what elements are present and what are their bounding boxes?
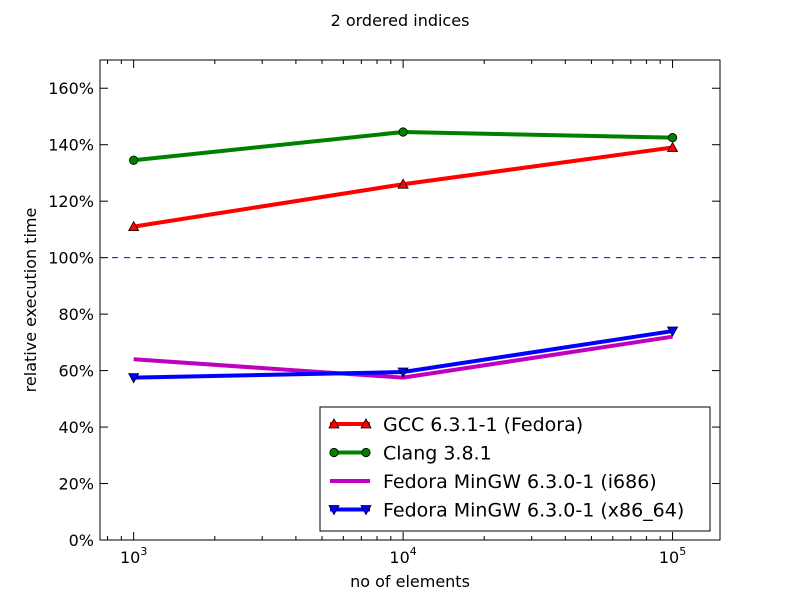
- axes-frame: [99, 59, 721, 541]
- y-tick-label: 120%: [48, 192, 94, 211]
- y-tick-label: 80%: [58, 305, 94, 324]
- series-4-point: [127, 373, 140, 384]
- legend-label-4: Fedora MinGW 6.3.0-1 (x86_64): [383, 500, 684, 522]
- series-2-point: [398, 127, 408, 137]
- x-tick-label: 105: [659, 545, 686, 567]
- y-tick-label: 140%: [48, 136, 94, 155]
- x-tick-label: 103: [120, 545, 147, 567]
- y-tick-label: 20%: [58, 475, 94, 494]
- series-1-point: [666, 141, 679, 152]
- y-axis-label: relative execution time: [21, 208, 40, 393]
- legend-marker-2: [329, 447, 339, 458]
- y-tick-label: 160%: [48, 79, 94, 98]
- series-4-point: [397, 367, 409, 378]
- legend-label-2: Clang 3.8.1: [383, 443, 492, 465]
- series-1-point: [127, 220, 140, 231]
- legend-marker-2: [361, 447, 371, 458]
- legend: GCC 6.3.1-1 (Fedora) Clang 3.8.1 Fedora Mi…: [319, 406, 711, 532]
- legend-label-1: GCC 6.3.1-1 (Fedora): [383, 414, 583, 436]
- series-1-point: [397, 178, 409, 189]
- legend-label-3: Fedora MinGW 6.3.0-1 (i686): [383, 471, 657, 493]
- plot-area: 0% 20% 40% 60% 80% 100% 120% 140% 160% 103 104 105: [48, 59, 721, 567]
- y-tick-label: 40%: [58, 418, 94, 437]
- y-tick-label: 60%: [58, 362, 94, 381]
- series-4-point: [666, 326, 679, 337]
- legend-marker-4: [328, 505, 340, 516]
- series-2-point: [129, 155, 139, 165]
- x-tick-label: 104: [389, 545, 416, 567]
- x-axis-label: no of elements: [350, 572, 470, 591]
- y-tick-label: 100%: [48, 249, 94, 268]
- legend-marker-1: [328, 418, 340, 429]
- legend-marker-1: [360, 418, 372, 429]
- series-2-point: [667, 133, 678, 143]
- legend-box: [319, 406, 711, 532]
- y-tick-label: 0%: [69, 531, 94, 550]
- legend-marker-4: [360, 505, 372, 516]
- chart-title: 2 ordered indices: [331, 11, 470, 30]
